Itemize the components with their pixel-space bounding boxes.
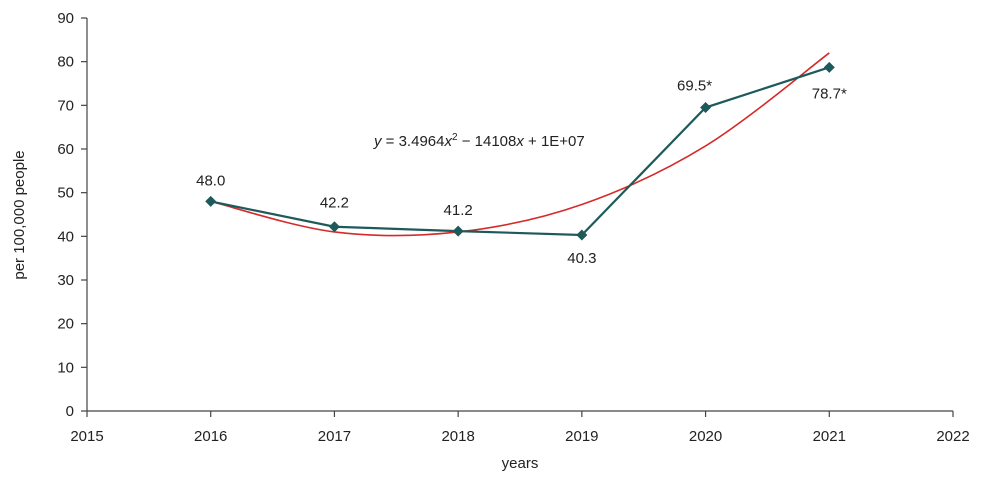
series-line xyxy=(210,66,830,237)
data-label: 42.2 xyxy=(320,195,349,212)
y-axis-title: per 100,000 people xyxy=(11,150,28,279)
x-axis-title: years xyxy=(502,455,539,472)
data-label: 69.5* xyxy=(677,78,712,95)
x-tick-label: 2020 xyxy=(689,428,722,445)
y-axis: 0 10 20 30 40 50 60 70 80 90 xyxy=(57,10,88,420)
data-points xyxy=(205,61,835,241)
y-tick-label: 50 xyxy=(57,185,74,202)
x-tick-label: 2015 xyxy=(70,428,103,445)
data-point-marker xyxy=(823,61,835,73)
data-label: 40.3 xyxy=(567,250,596,267)
y-tick-label: 30 xyxy=(57,272,74,289)
x-tick-label: 2018 xyxy=(441,428,474,445)
y-tick-label: 20 xyxy=(57,316,74,333)
data-label: 41.2 xyxy=(444,202,473,219)
y-tick-label: 90 xyxy=(57,10,74,27)
y-tick-label: 40 xyxy=(57,228,74,245)
data-point-marker xyxy=(700,102,712,114)
data-point-marker xyxy=(328,221,340,233)
x-tick-label: 2017 xyxy=(318,428,351,445)
data-point-marker xyxy=(452,225,464,237)
data-label: 48.0 xyxy=(196,172,225,189)
y-tick-label: 70 xyxy=(57,97,74,114)
trend-equation: y = 3.4964x2 − 14108x + 1E+07 xyxy=(373,132,585,150)
x-axis: 2015 2016 2017 2018 2019 2020 2021 2022 xyxy=(70,410,970,445)
data-point-marker xyxy=(205,195,217,207)
y-tick-label: 60 xyxy=(57,141,74,158)
data-label: 78.7* xyxy=(812,85,847,102)
trendline xyxy=(210,52,830,237)
y-tick-label: 0 xyxy=(66,403,74,420)
y-tick-label: 80 xyxy=(57,54,74,71)
x-tick-label: 2021 xyxy=(813,428,846,445)
x-tick-label: 2022 xyxy=(936,428,969,445)
data-point-marker xyxy=(576,229,588,241)
data-labels: 48.0 42.2 41.2 40.3 69.5* 78.7* xyxy=(196,78,847,268)
x-tick-label: 2019 xyxy=(565,428,598,445)
y-tick-label: 10 xyxy=(57,359,74,376)
x-tick-label: 2016 xyxy=(194,428,227,445)
